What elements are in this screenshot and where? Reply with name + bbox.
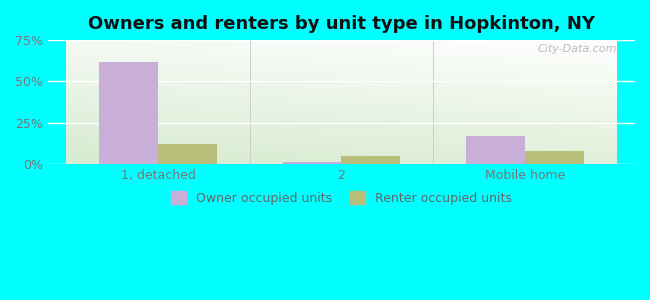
Bar	[341, 156, 400, 164]
Bar	[99, 61, 158, 164]
Bar	[525, 151, 584, 164]
Title: Owners and renters by unit type in Hopkinton, NY: Owners and renters by unit type in Hopki…	[88, 15, 595, 33]
Legend: Owner occupied units, Renter occupied units: Owner occupied units, Renter occupied un…	[166, 187, 517, 210]
Bar	[158, 144, 216, 164]
Text: City-Data.com: City-Data.com	[538, 44, 617, 54]
Bar	[466, 136, 525, 164]
Bar	[283, 162, 341, 164]
